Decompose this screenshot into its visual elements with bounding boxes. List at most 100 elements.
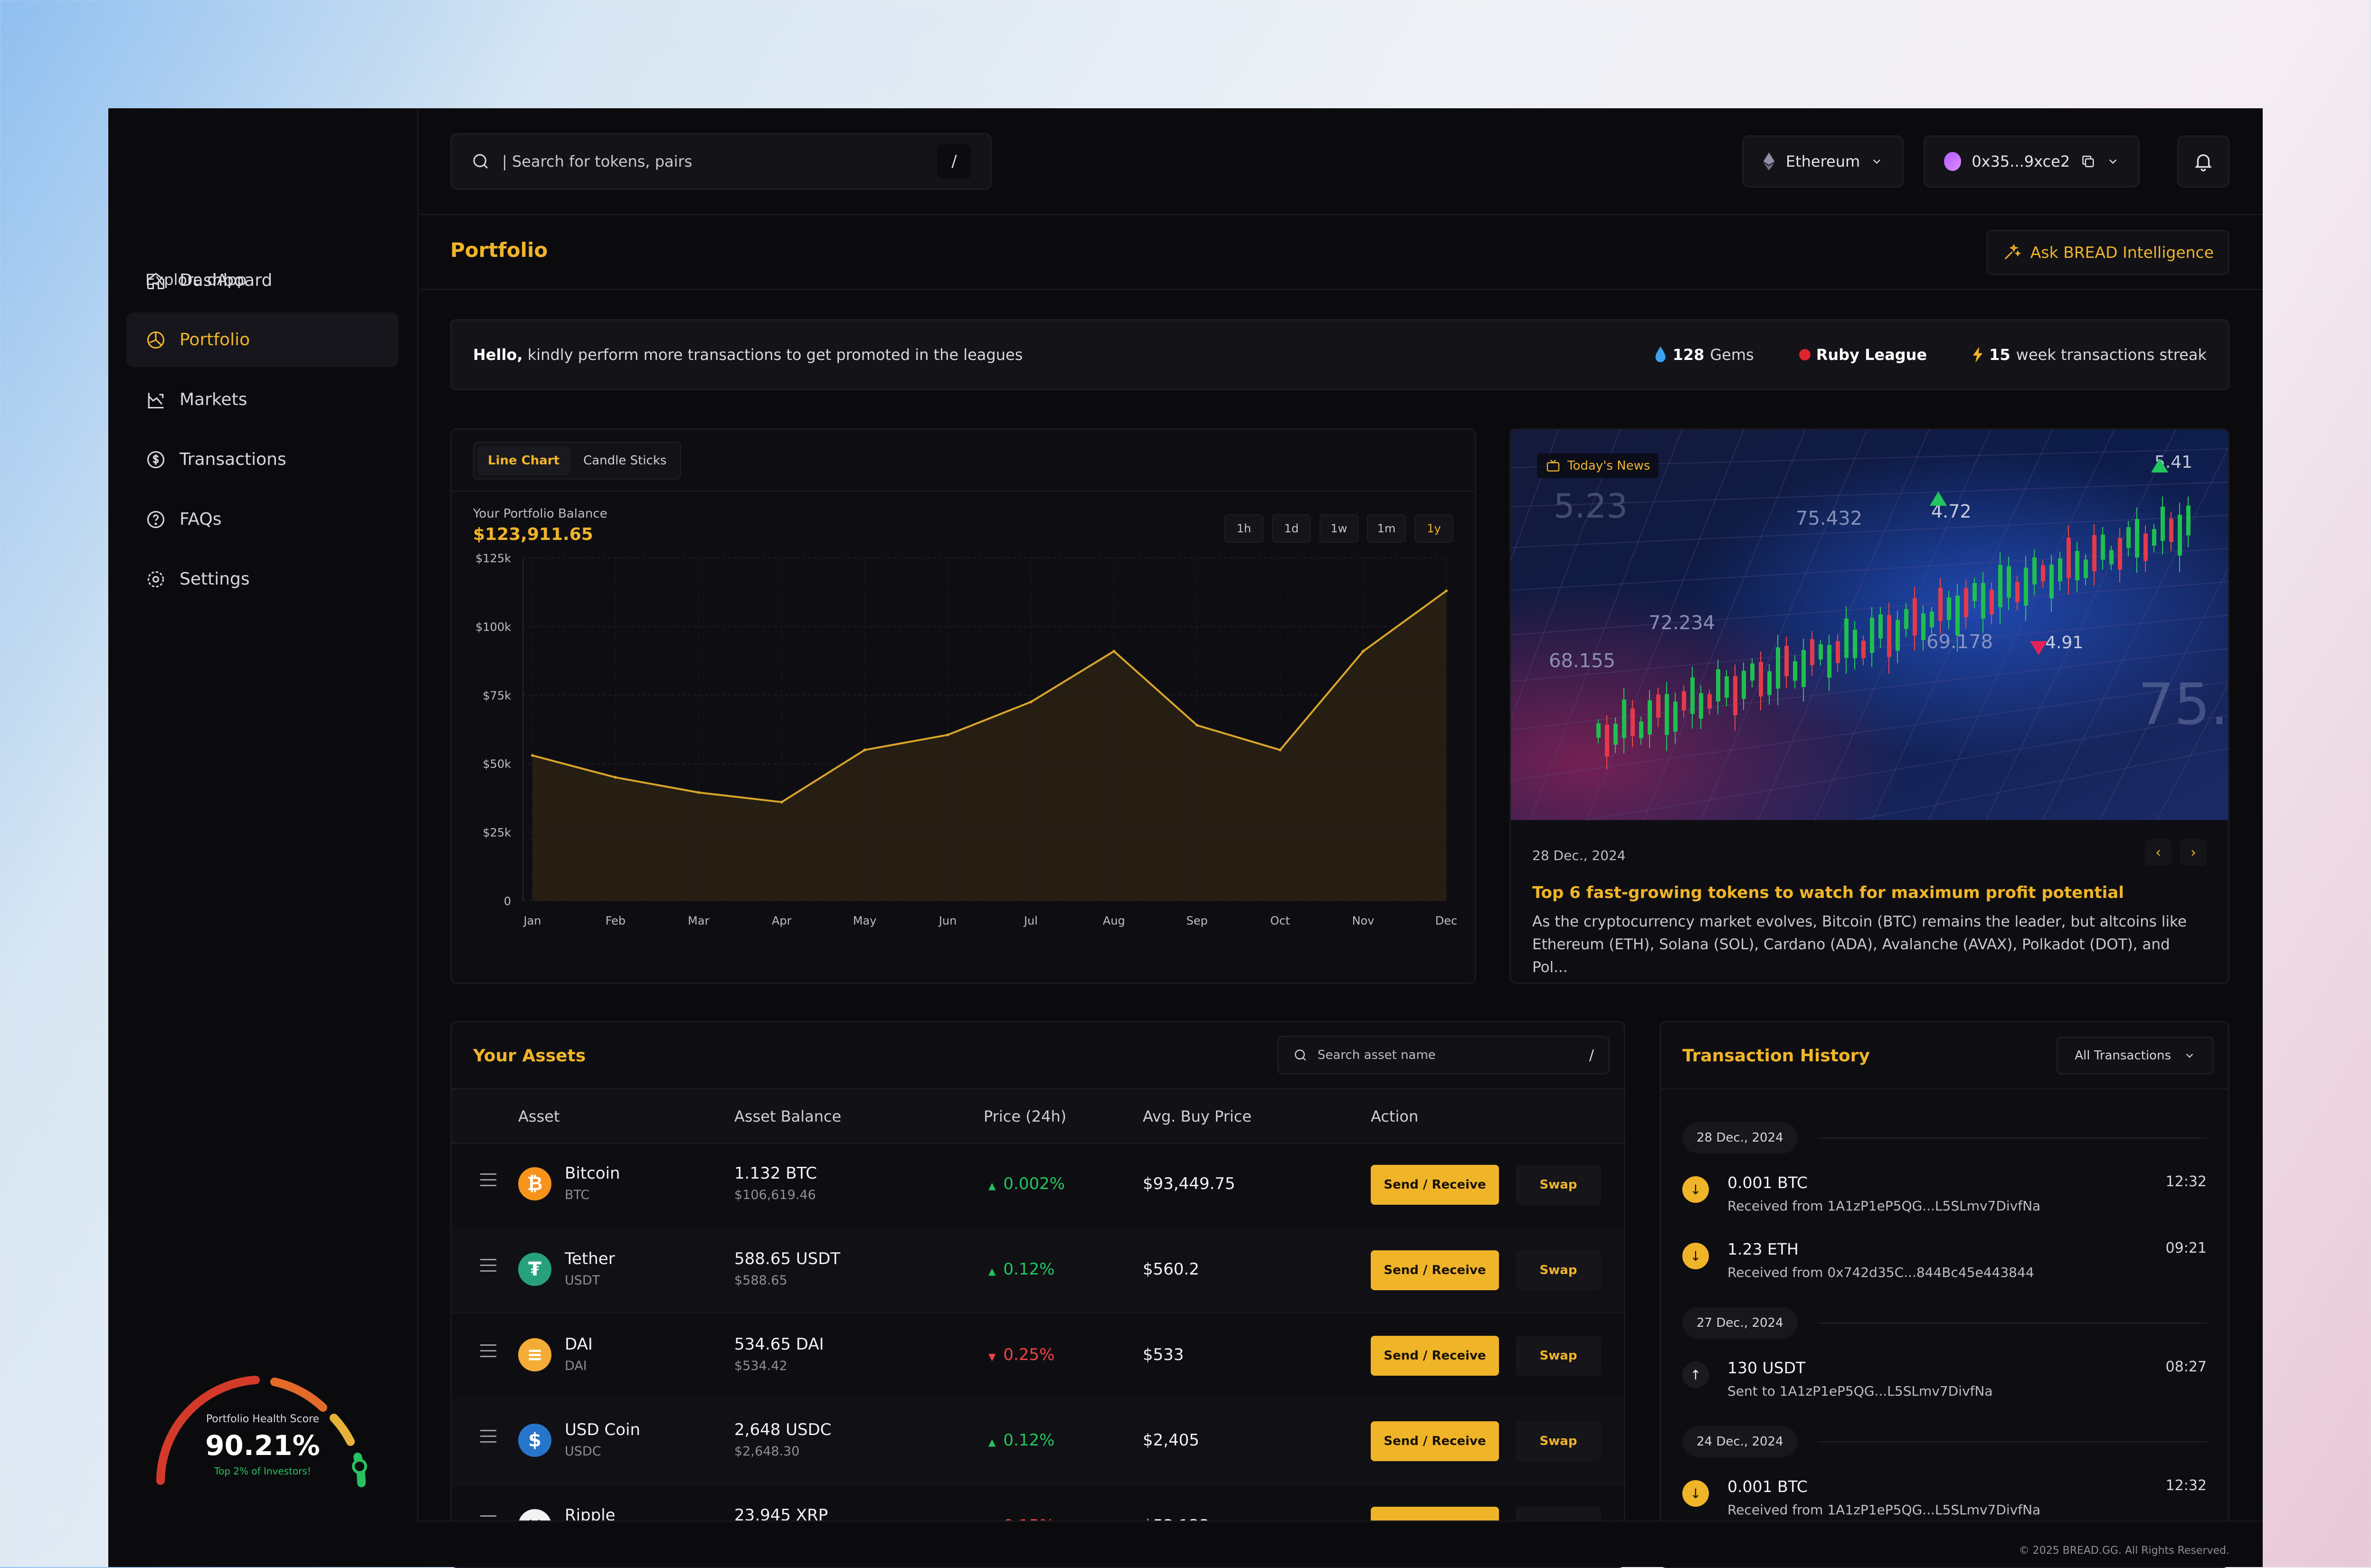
sidebar-item-settings[interactable]: Settings bbox=[126, 552, 398, 606]
asset-row-dai[interactable]: ≡ DAI DAI 534.65 DAI $534.42 ▼ 0.25% $533 Send /… bbox=[452, 1312, 1624, 1399]
data-point bbox=[531, 754, 534, 757]
coin-glyph: $ bbox=[528, 1429, 541, 1451]
sidebar-item-faqs[interactable]: FAQs bbox=[126, 492, 398, 547]
asset-name: DAI bbox=[565, 1335, 593, 1354]
tx-amount: 0.001 BTC bbox=[1727, 1173, 1808, 1192]
tx-item[interactable]: ↓ 1.23 ETH Received from 0x742d35C...844Bc… bbox=[1682, 1236, 2207, 1293]
news-image: 75.432 4.72 5.41 72.234 69.178 4.91 68.1… bbox=[1511, 430, 2228, 820]
data-point bbox=[946, 733, 949, 737]
drag-handle-icon[interactable] bbox=[480, 1430, 496, 1447]
range-1d[interactable]: 1d bbox=[1272, 514, 1311, 543]
range-1y[interactable]: 1y bbox=[1414, 514, 1453, 543]
avg-buy-price: $560.2 bbox=[1143, 1260, 1199, 1279]
dollar-icon bbox=[147, 451, 165, 468]
portfolio-line-chart: 0 $25k $50k $75k $100k $125k Jan Feb Mar Apr May Ju… bbox=[475, 552, 1457, 927]
asset-balance: 2,648 USDC bbox=[734, 1420, 832, 1439]
banner-greeting: Hello, bbox=[473, 346, 523, 364]
league-name: Ruby League bbox=[1816, 346, 1927, 364]
drag-handle-icon[interactable] bbox=[480, 1344, 496, 1361]
tx-item[interactable]: ↓ 0.001 BTC Received from 1A1zP1eP5QG...L5… bbox=[1682, 1170, 2207, 1227]
asset-row-usdt[interactable]: ₮ Tether USDT 588.65 USDT $588.65 ▲ 0.12% $560.… bbox=[452, 1227, 1624, 1313]
topbar: | Search for tokens, pairs / Ethereum 0x… bbox=[417, 108, 2263, 215]
tx-time: 12:32 bbox=[2165, 1477, 2207, 1494]
news-prev-button[interactable]: ‹ bbox=[2145, 839, 2172, 866]
tx-item[interactable]: ↑ 130 USDT Sent to 1A1zP1eP5QG...L5SLmv7Di… bbox=[1682, 1355, 2207, 1412]
ruby-icon bbox=[1799, 349, 1811, 360]
chart-type-tabs: Line Chart Candle Sticks bbox=[473, 442, 682, 480]
news-image-label: 72.234 bbox=[1649, 612, 1715, 634]
asset-name: Bitcoin bbox=[565, 1164, 620, 1183]
gauge-arc bbox=[156, 1376, 367, 1487]
column-price-24h[interactable]: Price (24h) bbox=[984, 1107, 1067, 1125]
tx-date-divider bbox=[1818, 1441, 2207, 1443]
sidebar-item-dashboard[interactable]: Dashboard bbox=[126, 253, 398, 308]
tab-candle-sticks[interactable]: Candle Sticks bbox=[583, 453, 667, 468]
health-label: Portfolio Health Score bbox=[206, 1413, 320, 1425]
ethereum-icon bbox=[1763, 152, 1775, 170]
tx-date-divider bbox=[1818, 1322, 2207, 1324]
data-point bbox=[697, 791, 700, 794]
swap-button[interactable]: Swap bbox=[1516, 1165, 1601, 1205]
news-image-label: 5.23 bbox=[1554, 487, 1628, 526]
price-change-value: 0.25% bbox=[1003, 1345, 1055, 1364]
range-1w[interactable]: 1w bbox=[1319, 514, 1358, 543]
network-selector[interactable]: Ethereum bbox=[1742, 135, 1904, 188]
data-point bbox=[1195, 724, 1199, 727]
send-receive-button[interactable]: Send / Receive bbox=[1371, 1250, 1499, 1290]
asset-search-input[interactable]: Search asset name / bbox=[1277, 1036, 1610, 1075]
transaction-history-card: Transaction History All Transactions 28 … bbox=[1660, 1021, 2229, 1568]
home-icon bbox=[147, 272, 165, 289]
asset-row-btc[interactable]: ₿ Bitcoin BTC 1.132 BTC $106,619.46 ▲ 0.002% $9… bbox=[452, 1141, 1624, 1228]
range-1h[interactable]: 1h bbox=[1224, 514, 1263, 543]
assets-title: Your Assets bbox=[473, 1046, 586, 1066]
x-tick-label: Jan bbox=[523, 914, 541, 927]
assets-table-body: ₿ Bitcoin BTC 1.132 BTC $106,619.46 ▲ 0.002% $9… bbox=[452, 1141, 1624, 1567]
x-tick-label: Mar bbox=[688, 914, 709, 927]
x-tick-label: Jul bbox=[1023, 914, 1038, 927]
swap-button[interactable]: Swap bbox=[1516, 1421, 1601, 1461]
ask-bread-intelligence-button[interactable]: Ask BREAD Intelligence bbox=[1986, 230, 2229, 275]
sidebar-item-label: Transactions bbox=[180, 450, 286, 469]
news-date: 28 Dec., 2024 bbox=[1532, 848, 1626, 863]
column-asset[interactable]: Asset bbox=[518, 1107, 560, 1125]
avg-buy-price: $93,449.75 bbox=[1143, 1174, 1235, 1193]
tx-item[interactable]: ↓ 0.001 BTC Received from 1A1zP1eP5QG...L5… bbox=[1682, 1474, 2207, 1530]
asset-search-shortcut: / bbox=[1589, 1047, 1594, 1064]
token-search-input[interactable]: | Search for tokens, pairs / bbox=[450, 133, 992, 190]
x-tick-label: May bbox=[853, 914, 877, 927]
swap-button[interactable]: Swap bbox=[1516, 1250, 1601, 1290]
transaction-filter-dropdown[interactable]: All Transactions bbox=[2057, 1037, 2214, 1075]
asset-symbol: DAI bbox=[565, 1359, 587, 1373]
asset-row-usdc[interactable]: $ USD Coin USDC 2,648 USDC $2,648.30 ▲ 0.12% $2… bbox=[452, 1398, 1624, 1484]
send-receive-button[interactable]: Send / Receive bbox=[1371, 1336, 1499, 1376]
tx-amount: 1.23 ETH bbox=[1727, 1240, 1799, 1258]
receive-icon: ↓ bbox=[1682, 1243, 1709, 1269]
league-banner: Hello, kindly perform more transactions … bbox=[450, 319, 2229, 390]
tx-date-group: 24 Dec., 2024 bbox=[1682, 1426, 1798, 1457]
sidebar-item-portfolio[interactable]: Portfolio bbox=[126, 312, 398, 367]
wallet-selector[interactable]: 0x35...9xce2 bbox=[1924, 135, 2140, 188]
x-tick-label: Nov bbox=[1352, 914, 1375, 927]
x-tick-label: Apr bbox=[772, 914, 792, 927]
news-next-button[interactable]: › bbox=[2180, 839, 2207, 866]
drag-handle-icon[interactable] bbox=[480, 1173, 496, 1190]
sidebar-item-transactions[interactable]: Transactions bbox=[126, 432, 398, 487]
send-receive-button[interactable]: Send / Receive bbox=[1371, 1165, 1499, 1205]
sidebar: Explore dApp Dashboard Portfolio Markets… bbox=[108, 108, 418, 1567]
column-asset-balance[interactable]: Asset Balance bbox=[734, 1107, 842, 1125]
send-receive-button[interactable]: Send / Receive bbox=[1371, 1421, 1499, 1461]
copy-icon[interactable] bbox=[2080, 153, 2096, 170]
usdc-coin-icon: $ bbox=[518, 1424, 551, 1457]
health-subtext: Top 2% of Investors! bbox=[214, 1465, 311, 1477]
data-point bbox=[863, 748, 866, 752]
sidebar-item-markets[interactable]: Markets bbox=[126, 372, 398, 427]
range-1m[interactable]: 1m bbox=[1367, 514, 1406, 543]
news-headline[interactable]: Top 6 fast-growing tokens to watch for m… bbox=[1532, 883, 2124, 902]
x-tick-label: Sep bbox=[1186, 914, 1208, 927]
notifications-button[interactable] bbox=[2177, 135, 2229, 188]
tx-date-group: 27 Dec., 2024 bbox=[1682, 1307, 1798, 1339]
column-avg-buy-price[interactable]: Avg. Buy Price bbox=[1143, 1107, 1252, 1125]
swap-button[interactable]: Swap bbox=[1516, 1336, 1601, 1376]
drag-handle-icon[interactable] bbox=[480, 1259, 496, 1276]
tab-line-chart[interactable]: Line Chart bbox=[477, 446, 570, 475]
